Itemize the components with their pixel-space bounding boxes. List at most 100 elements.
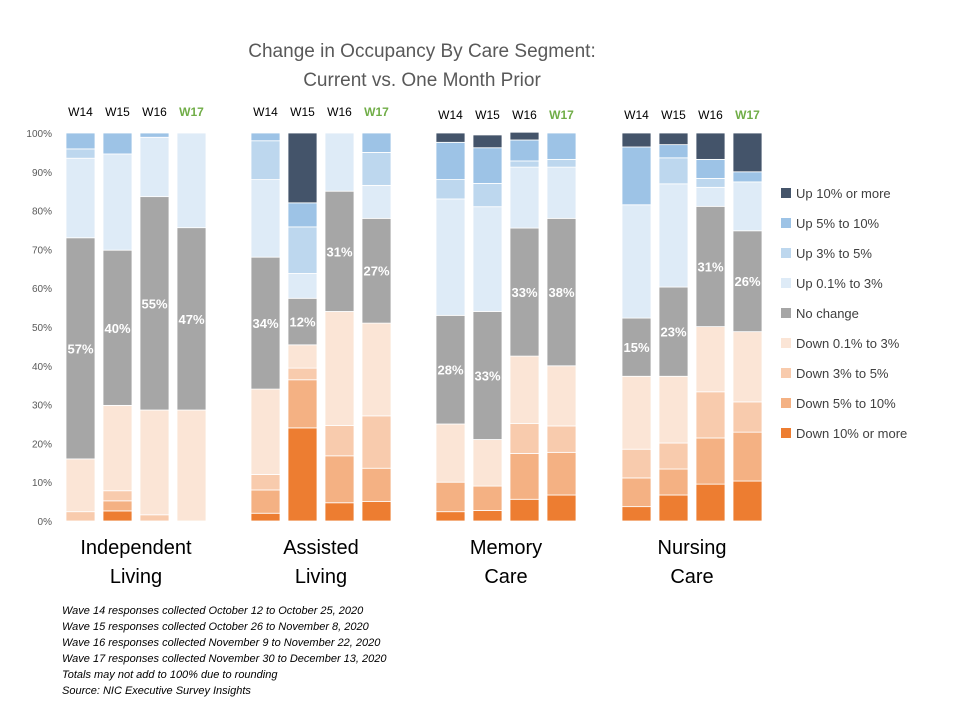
legend-item: Up 5% to 10% [781,216,880,231]
bar-segment [732,132,763,173]
bar-segment [361,184,392,219]
data-label: 40% [104,321,130,336]
bar-segment [176,409,207,522]
legend-swatch [781,368,791,378]
bar-segment [250,256,281,390]
bar-segment [435,179,466,200]
legend-swatch [781,398,791,408]
data-label: 33% [474,369,500,384]
data-label: 15% [623,340,649,355]
bar-segment [621,477,652,508]
y-tick-label: 10% [32,478,52,489]
bar-segment [102,153,133,251]
legend-swatch [781,248,791,258]
bar-segment [435,511,466,522]
bar-segment [621,146,652,206]
y-tick-label: 90% [32,168,52,179]
bar-segment [472,510,503,522]
bar-segment [102,404,133,492]
bar-segment [361,217,392,324]
wave-label: W15 [290,105,315,119]
bar-segment [324,425,355,457]
bar-segment [324,132,355,192]
legend-item: Up 10% or more [781,186,891,201]
bar-segment [658,183,689,288]
bar-segment [361,322,392,417]
bar-segment [658,144,689,159]
legend-swatch [781,188,791,198]
data-label: 27% [363,264,389,279]
category-label: Memory [470,537,542,559]
legend-label: Down 0.1% to 3% [796,336,900,351]
bar-segment [102,249,133,406]
bar-segment [472,134,503,149]
bar-segment [435,481,466,513]
bar-segment [102,132,133,155]
bar-segment [732,401,763,433]
wave-label: W14 [68,105,93,119]
category-label: Living [295,566,347,588]
bar-segment [509,453,540,500]
legend-item: Down 0.1% to 3% [781,336,900,351]
footnote-wave14: Wave 14 responses collected October 12 t… [62,605,364,617]
y-axis: 0% 10% 20% 30% 40% 50% 60% 70% 80% 90% 100% [26,129,52,528]
bar-segment [732,181,763,232]
bar-segment [695,186,726,207]
y-tick-label: 40% [32,362,52,373]
bar-segment [65,132,96,150]
data-label: 47% [178,312,204,327]
bar-segment [65,157,96,239]
data-label: 26% [734,274,760,289]
y-tick-label: 70% [32,245,52,256]
bar-segment [65,148,96,159]
bar-segment [546,365,577,427]
bar-segment [287,273,318,299]
bar-segment [361,151,392,186]
bar-group: 28% W14 33% W15 33% W16 38% W17 Memory Care [435,108,577,588]
bar-segment [621,317,652,377]
bar-segment [658,468,689,496]
wave-label: W17 [549,108,574,122]
y-tick-label: 60% [32,284,52,295]
bar-segment [139,136,170,198]
bar-segment [176,227,207,411]
data-label: 31% [326,244,352,259]
bar-segment [287,132,318,204]
legend-swatch [781,428,791,438]
bar-segment [176,132,207,229]
title-line: Change in Occupancy By Care Segment: [248,41,595,62]
y-tick-label: 20% [32,439,52,450]
wave-label: W14 [624,108,649,122]
bar-group: 57% W14 40% W15 55% W16 47% W17 Independent Livin… [65,105,207,588]
bar-segment [361,467,392,502]
data-label: 23% [660,325,686,340]
bar-segment [139,514,170,522]
legend-item: Up 3% to 5% [781,246,872,261]
bar-segment [102,500,133,512]
bar-segment [324,311,355,426]
bar-segment [472,311,503,440]
category-label: Independent [80,537,192,559]
legend-item: No change [781,306,859,321]
bar-segment [287,379,318,429]
wave-label: W17 [735,108,760,122]
bar-segment [546,425,577,453]
legend-item: Down 5% to 10% [781,396,896,411]
bar-segment [472,147,503,184]
bar-segment [250,140,281,180]
bar-segment [287,344,318,369]
bar-segment [621,506,652,522]
data-label: 28% [437,363,463,378]
category-label: Care [484,566,527,588]
legend-item: Down 10% or more [781,426,907,441]
footnote-wave16: Wave 16 responses collected November 9 t… [62,637,381,649]
occupancy-chart: Change in Occupancy By Care Segment: Curr… [26,41,907,588]
legend-swatch [781,218,791,228]
category-label: Assisted [283,537,359,559]
wave-label: W15 [105,105,130,119]
legend-label: Up 5% to 10% [796,216,880,231]
bar-segment [732,230,763,333]
bar-segment [435,141,466,180]
bar-segment [139,132,170,138]
bar-segment [472,206,503,312]
